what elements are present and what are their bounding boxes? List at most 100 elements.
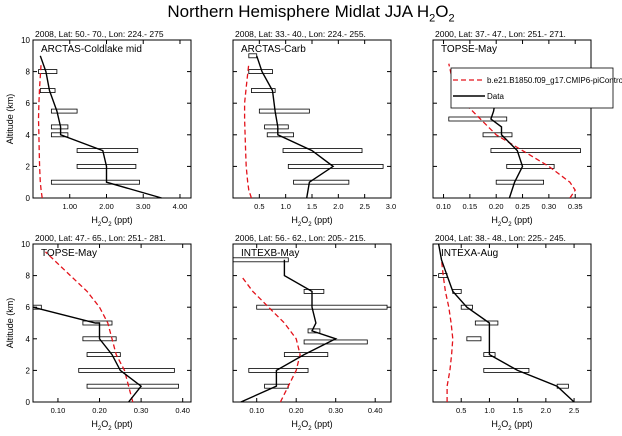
x-tick-label: 1.5 [307, 202, 317, 211]
legend-box [450, 67, 614, 109]
title-sub2: 2 [448, 12, 455, 25]
data-range-box [78, 367, 175, 373]
data-series-line [32, 306, 143, 403]
data-range-box [293, 179, 350, 185]
data-series-line [490, 95, 524, 199]
x-tick-label: 0.25 [515, 202, 530, 211]
plot-frame [232, 243, 392, 403]
data-range-box [82, 320, 113, 326]
x-tick-label: 0.35 [568, 202, 583, 211]
y-tick-label: 10 [21, 36, 30, 45]
y-tick-label: 0 [26, 194, 31, 203]
panel-header: 2008, Lat: 50.- 70., Lon: 224.- 275 [35, 29, 164, 39]
campaign-label: INTEXB-May [241, 248, 299, 259]
x-tick-label: 1.0 [280, 202, 290, 211]
x-tick-label: 0.10 [436, 202, 451, 211]
x-tick-label: 0.10 [249, 406, 264, 415]
data-range-box [76, 148, 139, 154]
data-range-box [448, 116, 508, 122]
data-series-line [437, 243, 575, 403]
chart-panel-2: 2008, Lat: 33.- 40., Lon: 224.- 255. ARCT… [232, 29, 396, 228]
chart-panel-1: 2008, Lat: 50.- 70., Lon: 224.- 275 ARCTA… [5, 29, 192, 228]
y-tick-label: 2 [26, 162, 31, 171]
panel-header: 2000, Lat: 37.- 47., Lon: 251.- 271. [435, 29, 566, 39]
panel-header: 2000, Lat: 47.- 65., Lon: 251.- 281. [35, 233, 166, 243]
plot-frame [432, 243, 592, 403]
campaign-label: ARCTAS-Carb [241, 44, 306, 55]
x-tick-label: 0.5 [254, 202, 264, 211]
y-tick-label: 4 [26, 335, 31, 344]
data-range-box [466, 336, 482, 342]
panel-header: 2008, Lat: 33.- 40., Lon: 224.- 255. [235, 29, 366, 39]
title-text: Northern Hemisphere Midlat JJA H [167, 2, 430, 21]
x-tick-label: 1.00 [62, 202, 77, 211]
x-axis-label: H2O2 (ppt) [491, 215, 532, 228]
y-tick-label: 6 [26, 99, 31, 108]
model-series-line [37, 63, 43, 199]
data-range-box [39, 88, 56, 93]
x-tick-label: 0.30 [542, 202, 557, 211]
x-tick-label: 0.20 [289, 406, 304, 415]
data-range-box [50, 179, 140, 185]
panel-header: 2006, Lat: 56.- 62., Lon: 205.- 215. [235, 233, 366, 243]
data-range-box [256, 304, 388, 310]
data-series-line [240, 259, 338, 403]
y-tick-label: 6 [26, 303, 31, 312]
data-range-box [251, 88, 276, 93]
y-tick-label: 10 [21, 240, 30, 249]
figure-title: Northern Hemisphere Midlat JJA H2O2 [0, 2, 622, 24]
model-series-line [45, 251, 134, 403]
campaign-label: INTEXA-Aug [441, 248, 498, 259]
model-series-line [440, 259, 454, 402]
x-tick-label: 2.5 [569, 406, 579, 415]
campaign-label: ARCTAS-Coldlake mid [41, 44, 142, 55]
chart-panel-5: 2006, Lat: 56.- 62., Lon: 205.- 215. INTE… [232, 233, 392, 432]
x-tick-label: 0.40 [368, 406, 383, 415]
x-axis-label: H2O2 (ppt) [291, 419, 332, 432]
data-range-box [38, 69, 58, 74]
x-tick-label: 0.5 [456, 406, 466, 415]
data-range-box [86, 352, 121, 358]
x-tick-label: 3.00 [136, 202, 151, 211]
plot-frame [32, 243, 192, 403]
x-tick-label: 2.00 [99, 202, 114, 211]
data-range-box [303, 288, 325, 294]
x-axis-label: H2O2 (ppt) [291, 215, 332, 228]
data-range-box [86, 383, 179, 389]
data-range-box [258, 108, 310, 114]
panel-header: 2004, Lat: 38.- 48., Lon: 225.- 245. [435, 233, 566, 243]
x-axis-label: H2O2 (ppt) [91, 419, 132, 432]
data-range-box [482, 132, 513, 138]
data-range-box [483, 367, 530, 373]
data-range-box [264, 124, 289, 130]
chart-panel-6: 2004, Lat: 38.- 48., Lon: 225.- 245. INTE… [432, 233, 592, 432]
x-tick-label: 2.0 [541, 406, 551, 415]
model-series-line [240, 275, 301, 403]
x-tick-label: 2.5 [359, 202, 369, 211]
x-tick-label: 0.20 [489, 202, 504, 211]
data-range-box [266, 132, 294, 138]
plot-frame [432, 39, 592, 199]
x-tick-label: 2.0 [333, 202, 343, 211]
x-axis-label: H2O2 (ppt) [491, 419, 532, 432]
x-tick-label: 0.15 [463, 202, 478, 211]
legend-model-label: b.e21.B1850.f09_g17.CMIP6-piControl [487, 76, 622, 85]
data-range-box [490, 148, 581, 154]
model-series-line [243, 63, 253, 199]
x-tick-label: 0.30 [328, 406, 343, 415]
x-tick-label: 1.0 [484, 406, 494, 415]
y-tick-label: 2 [26, 366, 31, 375]
data-range-box [283, 352, 329, 358]
y-axis-label: Altitude (km) [5, 298, 15, 349]
data-range-box [50, 108, 78, 114]
x-tick-label: 0.20 [92, 406, 107, 415]
data-series-line [256, 55, 335, 199]
data-range-box [460, 304, 473, 310]
chart-panel-4: 2000, Lat: 47.- 65., Lon: 251.- 281. TOPS… [5, 233, 192, 432]
data-range-box [282, 148, 363, 154]
y-tick-label: 0 [26, 398, 31, 407]
chart-panel-3: 2000, Lat: 37.- 47., Lon: 251.- 271. TOPS… [432, 29, 622, 228]
campaign-label: TOPSE-May [441, 44, 497, 55]
data-range-box [50, 132, 69, 138]
